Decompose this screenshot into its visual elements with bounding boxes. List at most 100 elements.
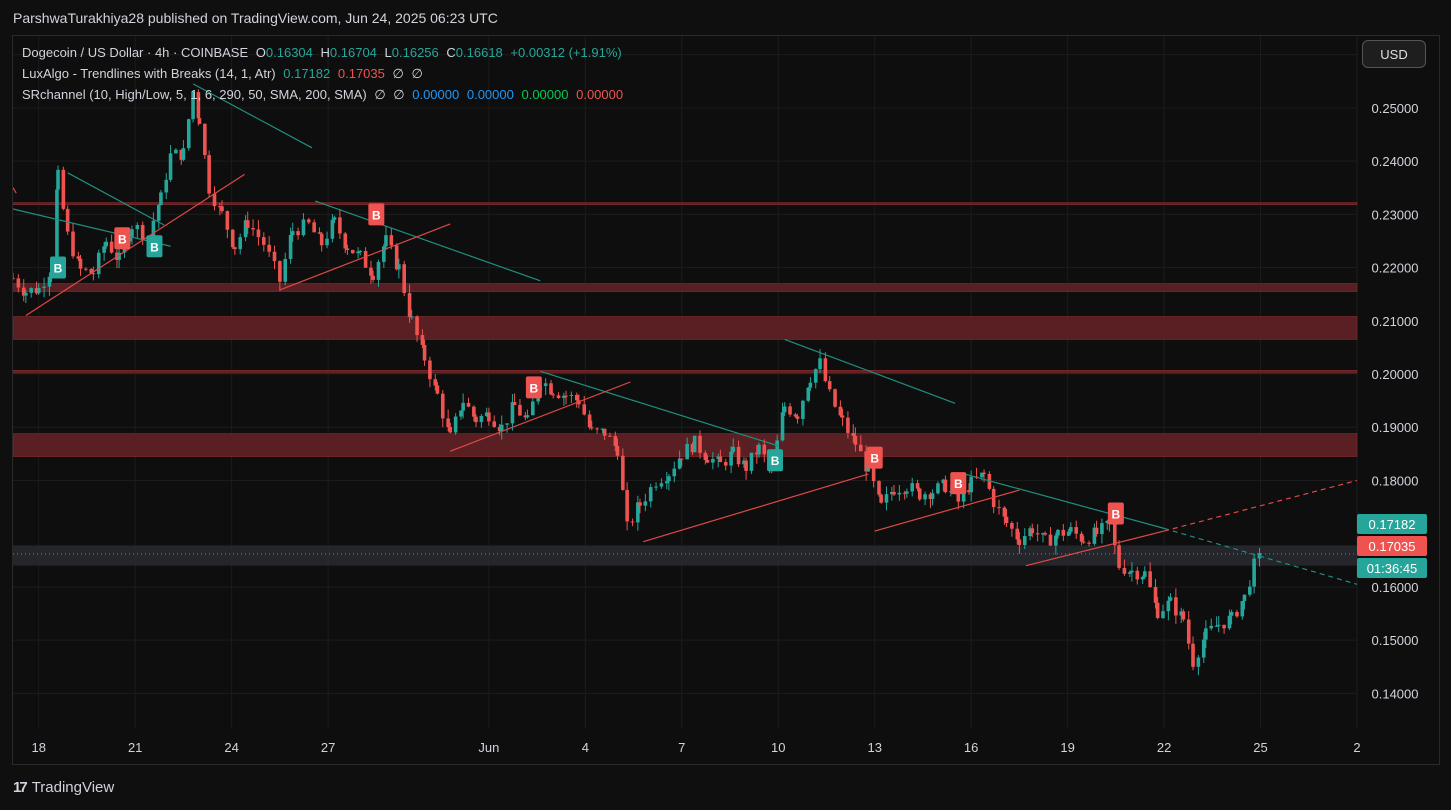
indicator-name[interactable]: SRchannel (10, High/Low, 5, 1, 6, 290, 5… (22, 87, 367, 102)
candle-body (428, 360, 432, 380)
sr-zone (13, 316, 1358, 340)
candle-body (755, 452, 759, 455)
resistance-trendline (192, 83, 313, 149)
candle-body (21, 287, 26, 296)
indicator-value: 0.17035 (337, 66, 385, 81)
x-tick-label: 16 (964, 740, 978, 755)
y-tick-label: 0.19000 (1372, 420, 1419, 435)
candle-body (461, 402, 465, 411)
resistance-trendline (13, 208, 171, 247)
candle-body (928, 494, 933, 499)
indicator-name[interactable]: LuxAlgo - Trendlines with Breaks (14, 1,… (22, 66, 276, 81)
candle-body (679, 458, 684, 460)
candle-body (186, 119, 191, 149)
candle-body (801, 400, 805, 419)
resistance-trendline (784, 338, 956, 404)
candle-body (556, 395, 561, 398)
candle-body (1022, 536, 1027, 546)
candle-body (243, 220, 248, 238)
candle-body (1130, 570, 1134, 573)
candle-body (736, 446, 741, 465)
candle-body (484, 412, 489, 417)
candle-body (420, 335, 425, 345)
candle-body (459, 410, 463, 417)
candle-body (1117, 545, 1121, 568)
high-label: H (320, 45, 330, 60)
candle-body (230, 229, 235, 248)
candle-body (1168, 597, 1173, 601)
candle-body (325, 238, 329, 246)
candle-body (813, 369, 818, 383)
candle-body (140, 224, 145, 240)
x-tick-label: 4 (582, 740, 589, 755)
candle-body (961, 490, 966, 502)
candle-body (664, 481, 669, 484)
candle-body (518, 404, 522, 416)
candle-body (1030, 528, 1035, 534)
symbol-name[interactable]: Dogecoin / US Dollar · 4h · COINBASE (22, 45, 249, 60)
candle-body (625, 489, 629, 522)
candle-body (1201, 639, 1206, 658)
candle-body (1041, 533, 1045, 535)
candle-body (1191, 643, 1195, 667)
candle-body (261, 237, 266, 245)
currency-button[interactable]: USD (1362, 40, 1426, 68)
indicator-value: 0.00000 (576, 87, 624, 102)
candle-body (956, 492, 961, 502)
candle-body (1204, 628, 1208, 640)
candle-body (608, 435, 612, 437)
candle-body (512, 402, 517, 405)
candle-body (36, 287, 41, 294)
chart-pane[interactable]: 18212427Jun4710131619222520.260000.25000… (12, 35, 1440, 765)
srchannel-indicator-legend[interactable]: SRchannel (10, High/Low, 5, 1, 6, 290, 5… (22, 87, 627, 103)
candle-body (422, 344, 427, 361)
brand-name: TradingView (31, 779, 115, 796)
x-tick-label: 27 (321, 740, 335, 755)
break-label-box (866, 446, 883, 469)
candle-body (523, 415, 528, 418)
candle-body (833, 389, 837, 407)
y-tick-label: 0.18000 (1372, 473, 1419, 488)
break-label: B (368, 203, 385, 226)
candle-body (102, 246, 106, 253)
support-trendline (279, 223, 451, 291)
candle-body (384, 235, 388, 247)
candle-body (233, 247, 237, 250)
current-range-zone (13, 545, 1357, 566)
candle-body (602, 428, 607, 436)
candle-body (1222, 624, 1226, 629)
support-trendline (25, 173, 245, 316)
candle-body (1135, 570, 1140, 580)
luxalgo-indicator-legend[interactable]: LuxAlgo - Trendlines with Breaks (14, 1,… (22, 66, 427, 82)
candle-body (109, 241, 114, 253)
candle-body (220, 206, 224, 212)
candle-body (853, 435, 858, 445)
candle-body (795, 416, 800, 419)
candle-body (1229, 611, 1234, 616)
brand-logo[interactable]: 17 TradingView (13, 779, 114, 796)
break-label-text: B (372, 208, 381, 222)
candle-body (1216, 624, 1221, 626)
y-tick-label: 0.16000 (1372, 580, 1419, 595)
candlestick-chart[interactable]: 18212427Jun4710131619222520.260000.25000… (13, 36, 1439, 764)
candle-body (757, 444, 761, 455)
candle-body (562, 395, 566, 398)
x-tick-label: 18 (31, 740, 45, 755)
candle-body (846, 417, 850, 433)
candle-body (448, 427, 453, 433)
candle-body (382, 246, 386, 262)
candle-body (823, 358, 828, 382)
break-label-text: B (530, 381, 539, 395)
indicator-value: 0.00000 (412, 87, 460, 102)
sr-zone (13, 369, 1358, 374)
candle-body (164, 179, 169, 193)
candle-body (782, 406, 787, 413)
break-label-text: B (1112, 507, 1121, 521)
symbol-legend[interactable]: Dogecoin / US Dollar · 4h · COINBASE O0.… (22, 45, 626, 60)
candle-body (159, 192, 163, 206)
candle-body (78, 258, 83, 269)
x-tick-label: 24 (224, 740, 238, 755)
candle-body (1066, 531, 1071, 536)
x-tick-label: 19 (1060, 740, 1074, 755)
candle-body (943, 479, 948, 493)
